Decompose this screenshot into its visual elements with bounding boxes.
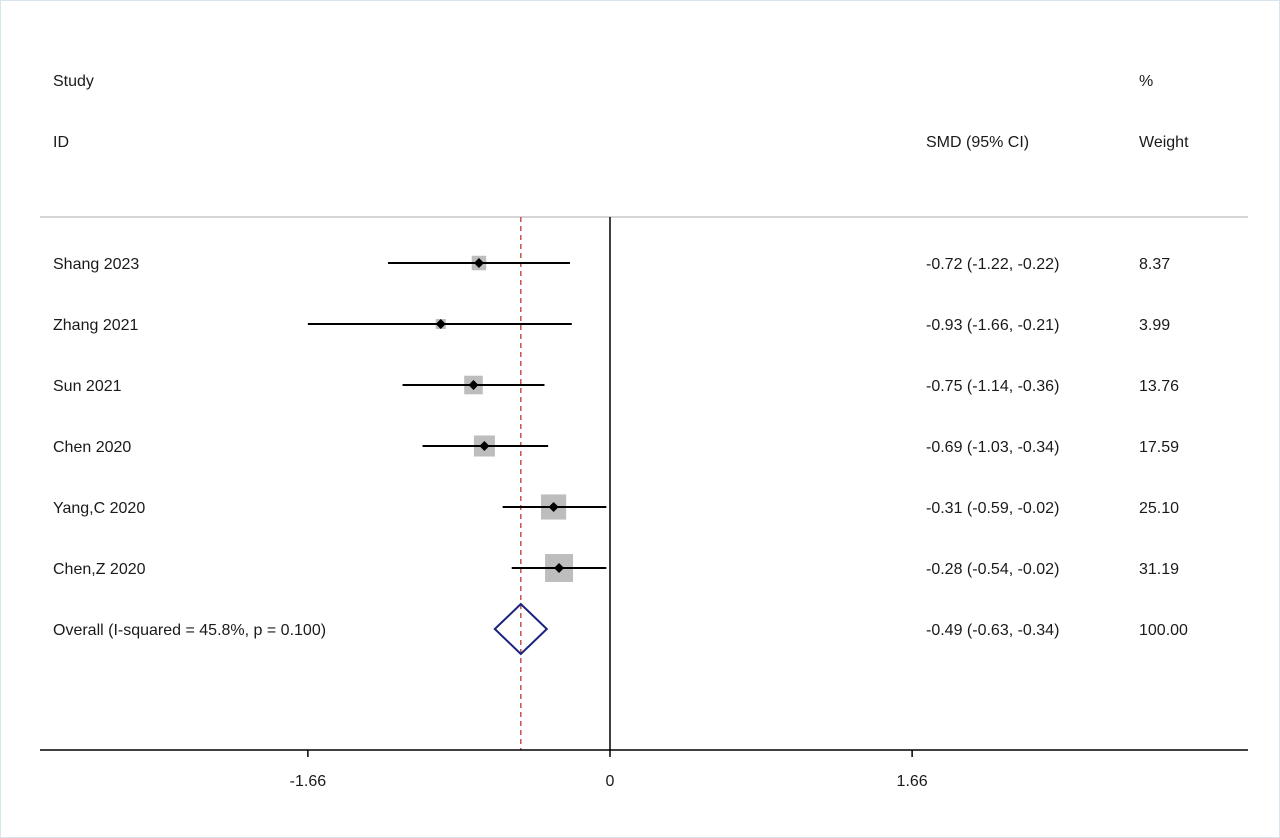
overall-ci-text: -0.49 (-0.63, -0.34) bbox=[926, 622, 1059, 639]
overall-weight-text: 100.00 bbox=[1139, 622, 1188, 639]
header-id: ID bbox=[53, 134, 69, 151]
study-ci-text: -0.31 (-0.59, -0.02) bbox=[926, 500, 1059, 517]
x-axis: -1.66 0 1.66 bbox=[40, 749, 1248, 790]
study-row: Shang 2023 -0.72 (-1.22, -0.22) 8.37 bbox=[53, 255, 1170, 273]
point-estimate bbox=[468, 380, 479, 390]
point-estimate bbox=[554, 563, 565, 573]
study-weight-text: 8.37 bbox=[1139, 256, 1170, 273]
overall-row: Overall (I-squared = 45.8%, p = 0.100) -0… bbox=[53, 602, 1188, 656]
study-ci-text: -0.72 (-1.22, -0.22) bbox=[926, 256, 1059, 273]
point-estimate bbox=[479, 441, 490, 451]
study-row: Yang,C 2020 -0.31 (-0.59, -0.02) 25.10 bbox=[53, 494, 1179, 520]
header-weight: Weight bbox=[1139, 134, 1189, 151]
study-ci-text: -0.69 (-1.03, -0.34) bbox=[926, 439, 1059, 456]
study-row: Chen 2020 -0.69 (-1.03, -0.34) 17.59 bbox=[53, 435, 1179, 457]
study-row: Sun 2021 -0.75 (-1.14, -0.36) 13.76 bbox=[53, 375, 1179, 395]
header-study: Study bbox=[53, 73, 94, 90]
point-estimate bbox=[548, 502, 559, 512]
header-effect: SMD (95% CI) bbox=[926, 134, 1029, 151]
study-weight-text: 25.10 bbox=[1139, 500, 1179, 517]
x-tick-label: 0 bbox=[606, 773, 615, 790]
study-rows: Shang 2023 -0.72 (-1.22, -0.22) 8.37 Zhang … bbox=[53, 255, 1179, 582]
study-label: Yang,C 2020 bbox=[53, 500, 145, 517]
study-weight-text: 3.99 bbox=[1139, 317, 1170, 334]
point-estimate bbox=[473, 258, 484, 268]
x-tick-label: 1.66 bbox=[897, 773, 928, 790]
study-label: Chen 2020 bbox=[53, 439, 131, 456]
study-ci-text: -0.75 (-1.14, -0.36) bbox=[926, 378, 1059, 395]
point-estimate bbox=[435, 319, 446, 329]
study-label: Chen,Z 2020 bbox=[53, 561, 146, 578]
study-label: Zhang 2021 bbox=[53, 317, 139, 334]
study-label: Sun 2021 bbox=[53, 378, 122, 395]
study-label: Shang 2023 bbox=[53, 256, 139, 273]
study-row: Chen,Z 2020 -0.28 (-0.54, -0.02) 31.19 bbox=[53, 554, 1179, 582]
study-weight-text: 17.59 bbox=[1139, 439, 1179, 456]
x-tick-label: -1.66 bbox=[290, 773, 327, 790]
overall-diamond bbox=[493, 602, 549, 656]
header-percent: % bbox=[1139, 73, 1153, 90]
study-weight-text: 31.19 bbox=[1139, 561, 1179, 578]
study-weight-text: 13.76 bbox=[1139, 378, 1179, 395]
study-row: Zhang 2021 -0.93 (-1.66, -0.21) 3.99 bbox=[53, 317, 1170, 334]
study-ci-text: -0.28 (-0.54, -0.02) bbox=[926, 561, 1059, 578]
overall-label: Overall (I-squared = 45.8%, p = 0.100) bbox=[53, 622, 326, 639]
study-ci-text: -0.93 (-1.66, -0.21) bbox=[926, 317, 1059, 334]
